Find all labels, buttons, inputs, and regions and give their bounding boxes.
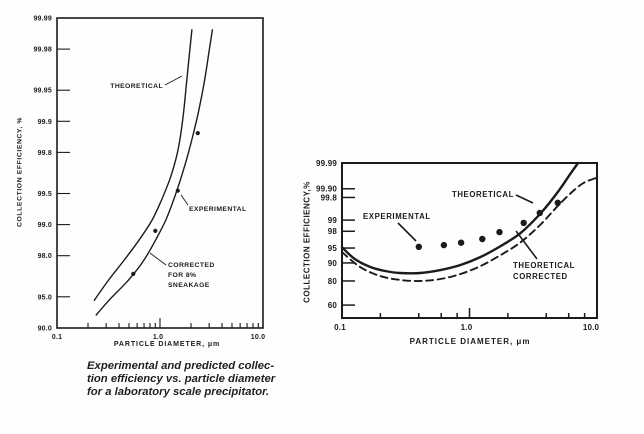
left-chart-y-tick-label: 99.99 [33,16,52,23]
right-chart-y-tick-label: 99 [328,216,338,225]
right-chart-annotation-theoretical: THEORETICAL [452,190,514,199]
left-chart-data-point [195,131,200,136]
right-chart-y-tick-label: 99.99 [316,159,337,168]
left-chart-y-tick-label: 99.5 [38,191,52,198]
left-chart-data-point [131,271,136,276]
left-chart-frame [56,17,264,329]
right-chart-data-point [496,228,503,236]
left-chart-annotation-leader-corrected [149,252,167,266]
right-chart-curve [340,161,580,275]
left-chart-data-point [153,228,158,233]
right-chart-data-point [554,199,561,206]
caption-line-3: for a laboratory scale precipitator. [87,385,270,398]
left-chart-y-tick-label: 99.9 [38,119,52,126]
right-chart-data-point [457,239,465,246]
left-chart-annotation-leader-experimental [180,194,189,206]
left-chart-curve [93,29,193,301]
right-chart-annotation-experimental: EXPERIMENTAL [363,212,431,221]
right-chart-data-point [440,241,448,249]
right-chart-annotation-leader-theoretical [515,194,534,204]
left-chart-y-tick-label: 98.0 [38,253,52,260]
right-chart-y-tick-label: 95 [328,244,338,253]
left-chart-x-tick-label: 0.1 [52,334,62,341]
right-chart-y-tick-label: 80 [328,277,338,286]
right-chart-data-point [415,243,422,250]
right-chart-data-point [536,209,543,217]
left-chart-y-tick-label: 99.0 [38,222,52,229]
right-chart-annotation-leader-theoretical-corrected [515,230,538,260]
caption-line-2: tion efficiency vs. particle diameter [87,372,276,385]
right-chart-x-tick-label: 10.0 [583,323,600,332]
left-chart-y-tick-label: 99.95 [33,88,52,95]
left-chart-y-tick-label: 95.0 [38,294,52,301]
left-chart-annotation-corrected: SNEAKAGE [168,282,210,289]
right-chart-y-tick-label: 60 [328,301,338,310]
left-chart-x-tick-label: 10.0 [251,334,265,341]
right-chart-x-tick-label: 0.1 [334,323,346,332]
right-chart-annotation-theoretical-corrected: THEORETICAL [513,261,575,270]
right-chart-x-tick-label: 1.0 [461,323,473,332]
right-chart-y-tick-label: 99.8 [321,193,338,202]
right-chart-annotation-leader-experimental [397,222,417,242]
right-chart-data-point [479,235,486,243]
left-chart-x-tick-label: 1.0 [153,334,163,341]
left-chart-y-tick-label: 99.98 [33,47,52,54]
right-chart-y-tick-label: 90 [328,259,338,268]
right-chart-frame [341,162,598,319]
left-chart-annotation-experimental: EXPERIMENTAL [189,206,247,213]
left-chart-y-axis-title: COLLECTION EFFICIENCY, % [16,117,24,227]
right-chart-y-tick-label: 98 [328,227,338,236]
right-chart-data-point [520,219,527,227]
right-chart-x-axis-title: PARTICLE DIAMETER, μm [409,337,531,346]
left-chart-x-axis-title: PARTICLE DIAMETER, μm [113,341,221,348]
right-chart-annotation-theoretical-corrected: CORRECTED [513,272,568,281]
left-chart-annotation-leader-theoretical [164,75,183,86]
left-chart-annotation-theoretical: THEORETICAL [110,83,163,90]
right-chart-y-tick-label: 99.90 [316,185,337,194]
right-chart-y-axis-title: COLLECTION EFFICIENCY,% [302,181,312,303]
left-chart-data-point [175,188,180,193]
caption-line-1: Experimental and predicted collec- [87,360,275,372]
figure-caption: Experimental and predicted collec- tion … [87,360,277,399]
left-chart-annotation-corrected: CORRECTED [168,262,215,269]
left-chart-y-tick-label: 90.0 [38,325,52,332]
left-chart-annotation-corrected: FOR 8% [168,272,196,279]
left-chart-y-tick-label: 99.8 [38,150,52,157]
